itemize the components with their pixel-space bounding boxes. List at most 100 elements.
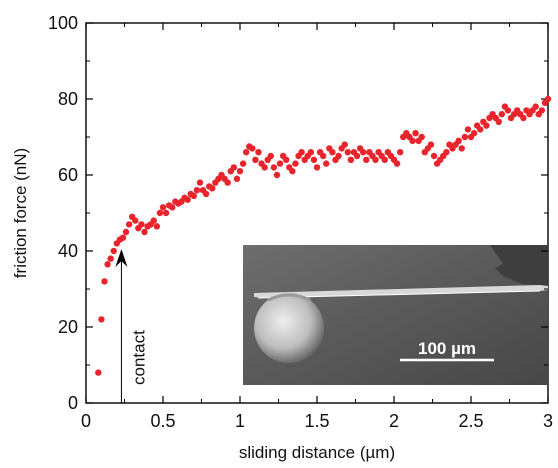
inset-micrograph: 100 µm (243, 245, 548, 385)
data-point (273, 171, 281, 179)
data-point (495, 118, 502, 126)
x-tick-label: 3 (543, 411, 553, 431)
y-tick-label: 40 (58, 241, 78, 261)
data-point (153, 223, 161, 230)
data-point (107, 255, 114, 262)
data-point (458, 145, 465, 152)
data-point (461, 133, 469, 141)
data-point (202, 190, 210, 198)
data-point (162, 209, 170, 217)
data-point (347, 156, 355, 163)
data-point (396, 149, 404, 156)
contact-label: contact (129, 330, 148, 385)
data-point (156, 209, 164, 217)
data-point (344, 149, 351, 156)
data-point (443, 149, 450, 156)
data-point (292, 160, 299, 167)
data-point (412, 130, 419, 137)
data-point (381, 156, 388, 163)
data-point (193, 187, 201, 194)
data-point (520, 114, 527, 122)
colloidal-sphere (254, 293, 324, 363)
data-point (138, 221, 145, 228)
data-point (307, 149, 315, 156)
y-tick-label: 100 (48, 13, 78, 33)
data-point (430, 152, 438, 160)
data-point (464, 126, 472, 133)
data-point (125, 221, 133, 228)
data-point (319, 152, 327, 160)
data-point (455, 137, 462, 144)
y-tick-label: 80 (58, 89, 78, 109)
data-point (196, 179, 204, 186)
data-point (169, 204, 176, 211)
data-point (261, 164, 268, 171)
x-tick-label: 1 (235, 411, 245, 431)
data-point (98, 316, 105, 323)
data-point (335, 152, 342, 160)
data-point (239, 160, 247, 167)
x-tick-label: 0 (81, 411, 91, 431)
y-axis: 0 20 40 60 80 100 (48, 13, 548, 413)
data-point (538, 107, 546, 114)
data-point (184, 196, 191, 203)
data-point (141, 228, 148, 236)
data-point (283, 156, 290, 163)
data-point (270, 164, 278, 171)
data-point (159, 204, 167, 211)
cantilever-beam (254, 285, 548, 298)
scale-bar-label: 100 µm (418, 339, 476, 358)
data-point (242, 149, 250, 156)
data-point (470, 130, 478, 137)
data-point (360, 149, 367, 156)
x-axis-title: sliding distance (µm) (239, 443, 395, 462)
data-point (122, 228, 130, 236)
data-point (150, 217, 157, 224)
data-point (329, 149, 336, 156)
data-point (313, 164, 321, 171)
data-point (132, 217, 139, 224)
x-tick-label: 1.5 (304, 411, 329, 431)
data-point (289, 168, 296, 175)
data-point (483, 122, 490, 129)
data-point (230, 164, 238, 171)
data-point (209, 185, 216, 192)
data-point (427, 141, 435, 148)
data-point (190, 192, 197, 200)
cantilever-chip (490, 245, 548, 286)
data-point (477, 126, 484, 133)
data-point (249, 145, 256, 152)
data-point (276, 160, 284, 167)
data-point (504, 107, 512, 114)
y-tick-label: 20 (58, 317, 78, 337)
data-point (409, 137, 416, 144)
data-point (498, 111, 505, 118)
x-tick-label: 0.5 (150, 411, 175, 431)
data-point (363, 156, 370, 163)
data-point (532, 103, 539, 110)
contact-annotation: contact (115, 249, 148, 403)
data-point (252, 156, 259, 163)
data-point (310, 156, 318, 163)
data-point (418, 133, 425, 141)
y-axis-title: friction force (nN) (11, 148, 30, 278)
contact-arrow-head (115, 249, 128, 267)
data-point (267, 152, 274, 160)
x-axis: 0 0.5 1 1.5 2 2.5 3 (81, 23, 553, 431)
data-point (298, 149, 305, 156)
sphere-glue (267, 293, 311, 302)
y-tick-label: 0 (68, 393, 78, 413)
data-point (224, 179, 231, 186)
data-series (95, 95, 552, 376)
data-point (95, 369, 102, 376)
data-point (233, 175, 241, 182)
data-point (372, 156, 379, 163)
data-point (119, 234, 127, 241)
data-point (353, 152, 361, 160)
data-point (236, 168, 244, 175)
data-point (104, 261, 111, 268)
data-point (341, 141, 348, 148)
data-point (393, 160, 401, 167)
x-tick-label: 2.5 (458, 411, 483, 431)
